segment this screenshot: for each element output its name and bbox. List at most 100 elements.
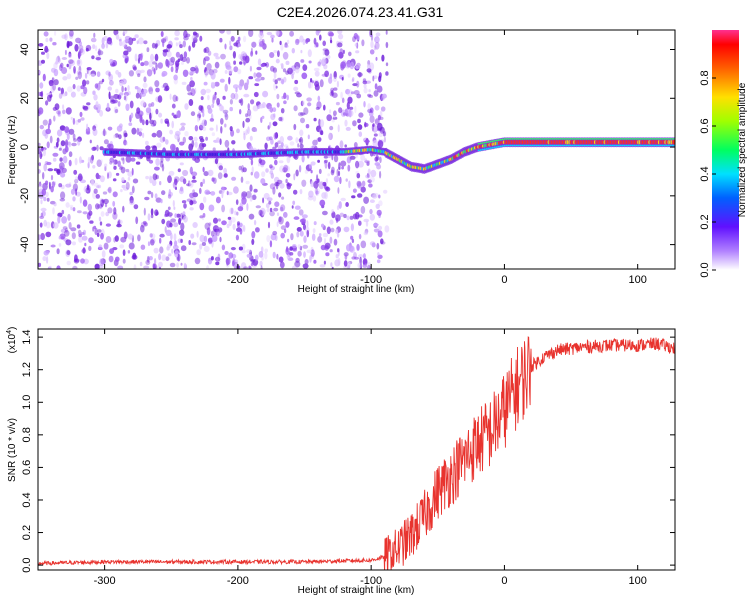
spectrogram-noise-dot [176,110,181,118]
spectrogram-noise-dot [131,185,135,194]
spectrogram-noise-dot [294,205,301,210]
spectrogram-noise-dot [293,173,296,181]
spectrogram-noise-dot [135,161,141,165]
spectrogram-noise-dot [66,260,71,266]
spectrogram-noise-dot [219,78,225,83]
spectrogram-noise-dot [237,43,242,47]
spectrogram-noise-dot [369,107,374,114]
spectrogram-noise-dot [352,36,356,43]
spectrogram-noise-dot [322,210,328,216]
spectrogram-noise-dot [310,161,316,166]
spectrogram-noise-dot [161,190,166,196]
spectrogram-noise-dot [38,43,44,47]
spectrogram-ridge-edge [601,144,604,147]
spectrogram-noise-dot [210,81,216,86]
spectrogram-noise-dot [180,245,187,252]
spectrogram-ridge-edge [639,138,642,140]
spectrogram-noise-dot [278,256,284,263]
spectrogram-noise-dot [336,232,340,238]
spectrogram-ridge-edge [543,144,546,147]
spectrogram-noise-dot [294,79,299,85]
spectrogram-noise-dot [362,253,366,259]
spectrogram-noise-dot [104,163,108,168]
spectrogram-noise-dot [311,80,314,84]
spectrogram-noise-dot [84,72,88,79]
spectrogram-noise-dot [217,172,223,180]
spectrogram-ridge-edge [527,138,530,140]
spectrogram-noise-dot [48,79,54,87]
spectrogram-noise-dot [199,202,205,211]
spectrogram-noise-dot [315,42,319,47]
spectrogram-noise-dot [83,106,89,112]
spectrogram-noise-dot [106,37,112,45]
spectrogram-noise-dot [352,83,358,87]
spectrogram-ridge-edge [667,144,670,147]
spectrogram-noise-dot [101,199,106,203]
spectrogram-noise-dot [74,179,79,184]
spectrogram-noise-dot [136,127,140,135]
spectrogram-noise-dot [166,122,170,127]
spectrogram-noise-dot [291,265,297,269]
spectrogram-noise-dot [248,265,251,269]
spectrogram-noise-dot [355,65,361,70]
spectrogram-noise-dot [269,170,274,175]
spectrogram-noise-dot [228,68,233,75]
spectrogram-noise-dot [370,169,377,178]
spectrogram-noise-dot [245,180,250,185]
spectrogram-noise-dot [62,93,67,97]
spectrogram-noise-dot [260,117,263,123]
spectrogram-ridge-edge [515,144,518,147]
spectrogram-noise-dot [299,35,304,43]
spectrogram-noise-dot [344,254,348,260]
spectrogram-ridge-edge [643,144,646,147]
spectrogram-noise-dot [376,259,381,264]
spectrogram-noise-dot [346,215,350,221]
spectrogram-noise-dot [171,248,174,254]
spectrogram-noise-dot [38,183,44,188]
spectrogram-noise-dot [369,49,375,55]
spectrogram-noise-dot [315,30,320,36]
spectrogram-noise-dot [313,67,320,72]
spectrogram-noise-dot [167,206,171,211]
spectrogram-noise-dot [233,262,239,269]
spectrogram-noise-dot [83,86,88,95]
spectrogram-noise-dot [346,156,352,164]
spectrogram-noise-dot [114,109,119,113]
spectrogram-noise-dot [319,79,324,88]
spectrogram-noise-dot [376,209,382,216]
spectrogram-noise-dot [195,67,199,74]
spectrogram-noise-dot [274,142,279,148]
spectrogram-noise-dot [136,40,139,45]
spectrogram-noise-dot [39,124,44,130]
spectrogram-noise-dot [199,243,203,250]
spectrogram-noise-dot [299,189,303,195]
spectrogram-noise-dot [179,54,184,61]
spectrogram-ridge-edge [645,138,648,140]
spectrogram-noise-dot [221,191,224,199]
spectrogram-noise-dot [144,196,150,201]
spectrogram-noise-dot [381,54,385,62]
spectrogram-noise-dot [253,219,257,226]
spectrogram-noise-dot [238,246,243,251]
spectrogram-noise-dot [60,228,67,233]
spectrogram-noise-dot [190,111,196,117]
spectrogram-noise-dot [302,64,308,71]
spectrogram-noise-dot [258,103,265,109]
spectrogram-ridge-edge [523,138,526,140]
spectrogram-noise-dot [345,202,349,207]
spectrogram-noise-dot [353,142,358,148]
spectrogram-ridge-edge [641,144,644,147]
spectrogram-noise-dot [377,230,383,238]
snr-x-ticks: -300 -200 -100 0 100 [94,329,647,587]
spectrogram-noise-dot [275,58,280,64]
spectrogram-noise-dot [317,95,321,102]
spectrogram-noise-dot [162,39,165,48]
spectrogram-noise-dot [232,223,236,230]
spectrogram-noise-dot [86,184,90,191]
spectrogram-ridge-edge [591,144,594,147]
spectrogram-noise-dot [253,171,260,179]
spectrogram-noise-dot [38,107,44,115]
spectrogram-noise-dot [209,127,214,131]
spectrogram-noise-dot [300,112,306,116]
spectrogram-noise-dot [314,81,320,87]
